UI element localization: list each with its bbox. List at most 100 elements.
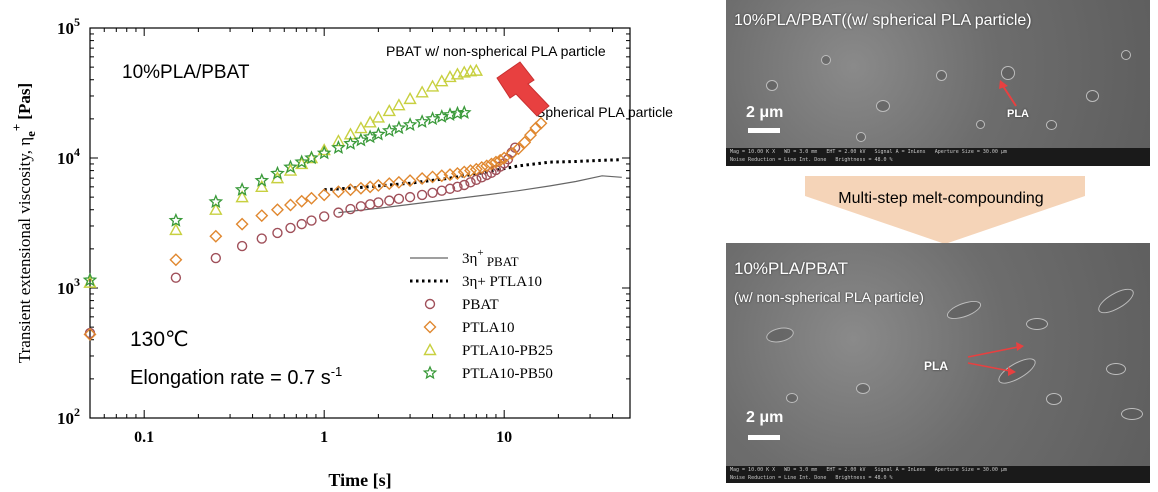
sem-background [726,243,1150,483]
data-point [511,142,525,156]
data-point [489,155,503,169]
data-point [450,167,464,180]
data-point [255,209,269,223]
series-pbat [84,142,521,339]
data-point [415,172,429,186]
particle [1086,90,1099,102]
particle [1121,408,1143,420]
legend-marker-ptla10 [423,320,437,334]
data-point [459,179,470,191]
data-point [333,207,344,218]
legend-marker-pbat [424,298,436,310]
particle [821,55,831,65]
scale-bar [748,128,780,133]
data-point [403,91,417,105]
spherical-label: Spherical PLA particle [536,104,673,120]
scale-bar-label: 2 μm [746,104,784,121]
legend-label-ptla10: PTLA10 [462,320,515,336]
data-point [285,222,296,234]
particle [1026,318,1048,330]
data-point [355,201,367,212]
data-point [534,116,548,130]
data-point [345,203,356,215]
data-point [523,128,537,142]
marker-series [82,63,548,341]
series-ptla10-pb50 [82,104,472,287]
particle [1121,50,1131,60]
data-point [208,194,224,209]
data-point [392,98,406,111]
sem-image-non-spherical: 10%PLA/PBAT (w/ non-spherical PLA partic… [726,243,1150,483]
data-point [343,183,357,197]
y-tick-label: 104 [57,145,80,168]
legend-label-3eta-pbat: 3η+ PBAT [462,247,519,269]
particle [1046,393,1062,405]
particle [766,80,778,91]
data-point [364,199,376,210]
data-point [464,164,477,178]
data-point [82,272,98,287]
x-tick-label: 10 [496,429,512,446]
process-arrow-icon [805,176,1085,244]
data-point [236,240,248,252]
data-point [272,227,283,239]
data-point [294,154,310,169]
particle [936,70,947,81]
particle [1046,120,1057,130]
data-point [318,211,330,222]
data-point [83,327,97,341]
plot-area [89,27,631,419]
sem-top-title: 10%PLA/PBAT((w/ spherical PLA particle) [734,12,1032,29]
data-point [456,104,472,120]
sem-bottom-title-line1: 10%PLA/PBAT [734,259,849,278]
sem-background [726,0,1150,166]
data-point [465,177,476,188]
data-point [317,143,331,156]
red-arrow-icon [999,80,1017,107]
data-point [317,188,331,202]
x-tick-label: 1 [320,429,328,446]
legend-marker-ptla10-pb50 [422,365,438,380]
series-ptla10-pb25 [83,63,483,288]
data-point [475,161,489,174]
data-point [353,132,369,147]
data-point [254,172,270,187]
data-point [452,181,463,193]
particle [856,132,866,142]
data-point [304,191,318,205]
sem-info-bar: Mag = 10.00 K X WD = 3.0 mm EHT = 2.00 k… [726,148,1150,166]
data-point [371,110,386,123]
data-point [373,197,384,208]
data-point [436,185,447,196]
data-point [235,217,249,231]
sem-image-spherical: 10%PLA/PBAT((w/ spherical PLA particle) … [726,0,1150,166]
legend-label-3eta-ptla10: 3η+ PTLA10 [462,274,542,290]
data-point [283,159,298,174]
data-point [471,174,482,185]
data-point [442,107,458,121]
particle [876,100,890,112]
data-point [404,191,416,203]
data-point [306,215,317,226]
y-tick-label: 102 [57,405,80,428]
temperature-label: 130℃ [130,328,189,351]
data-point [443,168,457,182]
data-point [493,153,507,167]
data-point [270,203,284,217]
data-point [403,174,417,188]
data-point [371,126,386,141]
data-point [256,233,267,244]
data-point [331,185,345,199]
data-point [295,194,309,208]
data-point [402,117,418,132]
y-tick-label: 103 [57,275,80,298]
tick-labels: 0.1 1 10 102 103 104 105 Time [s] Transient exte… [9,15,512,490]
data-point [392,175,406,189]
plot-border [89,27,631,419]
elongation-rate-label: Elongation rate = 0.7 s-1 [130,364,342,389]
pla-label: PLA [924,359,948,373]
data-point [331,139,346,155]
data-point [235,190,249,203]
data-point [414,114,430,128]
sem-bottom-title-line2: (w/ non-spherical PLA particle) [734,289,924,305]
